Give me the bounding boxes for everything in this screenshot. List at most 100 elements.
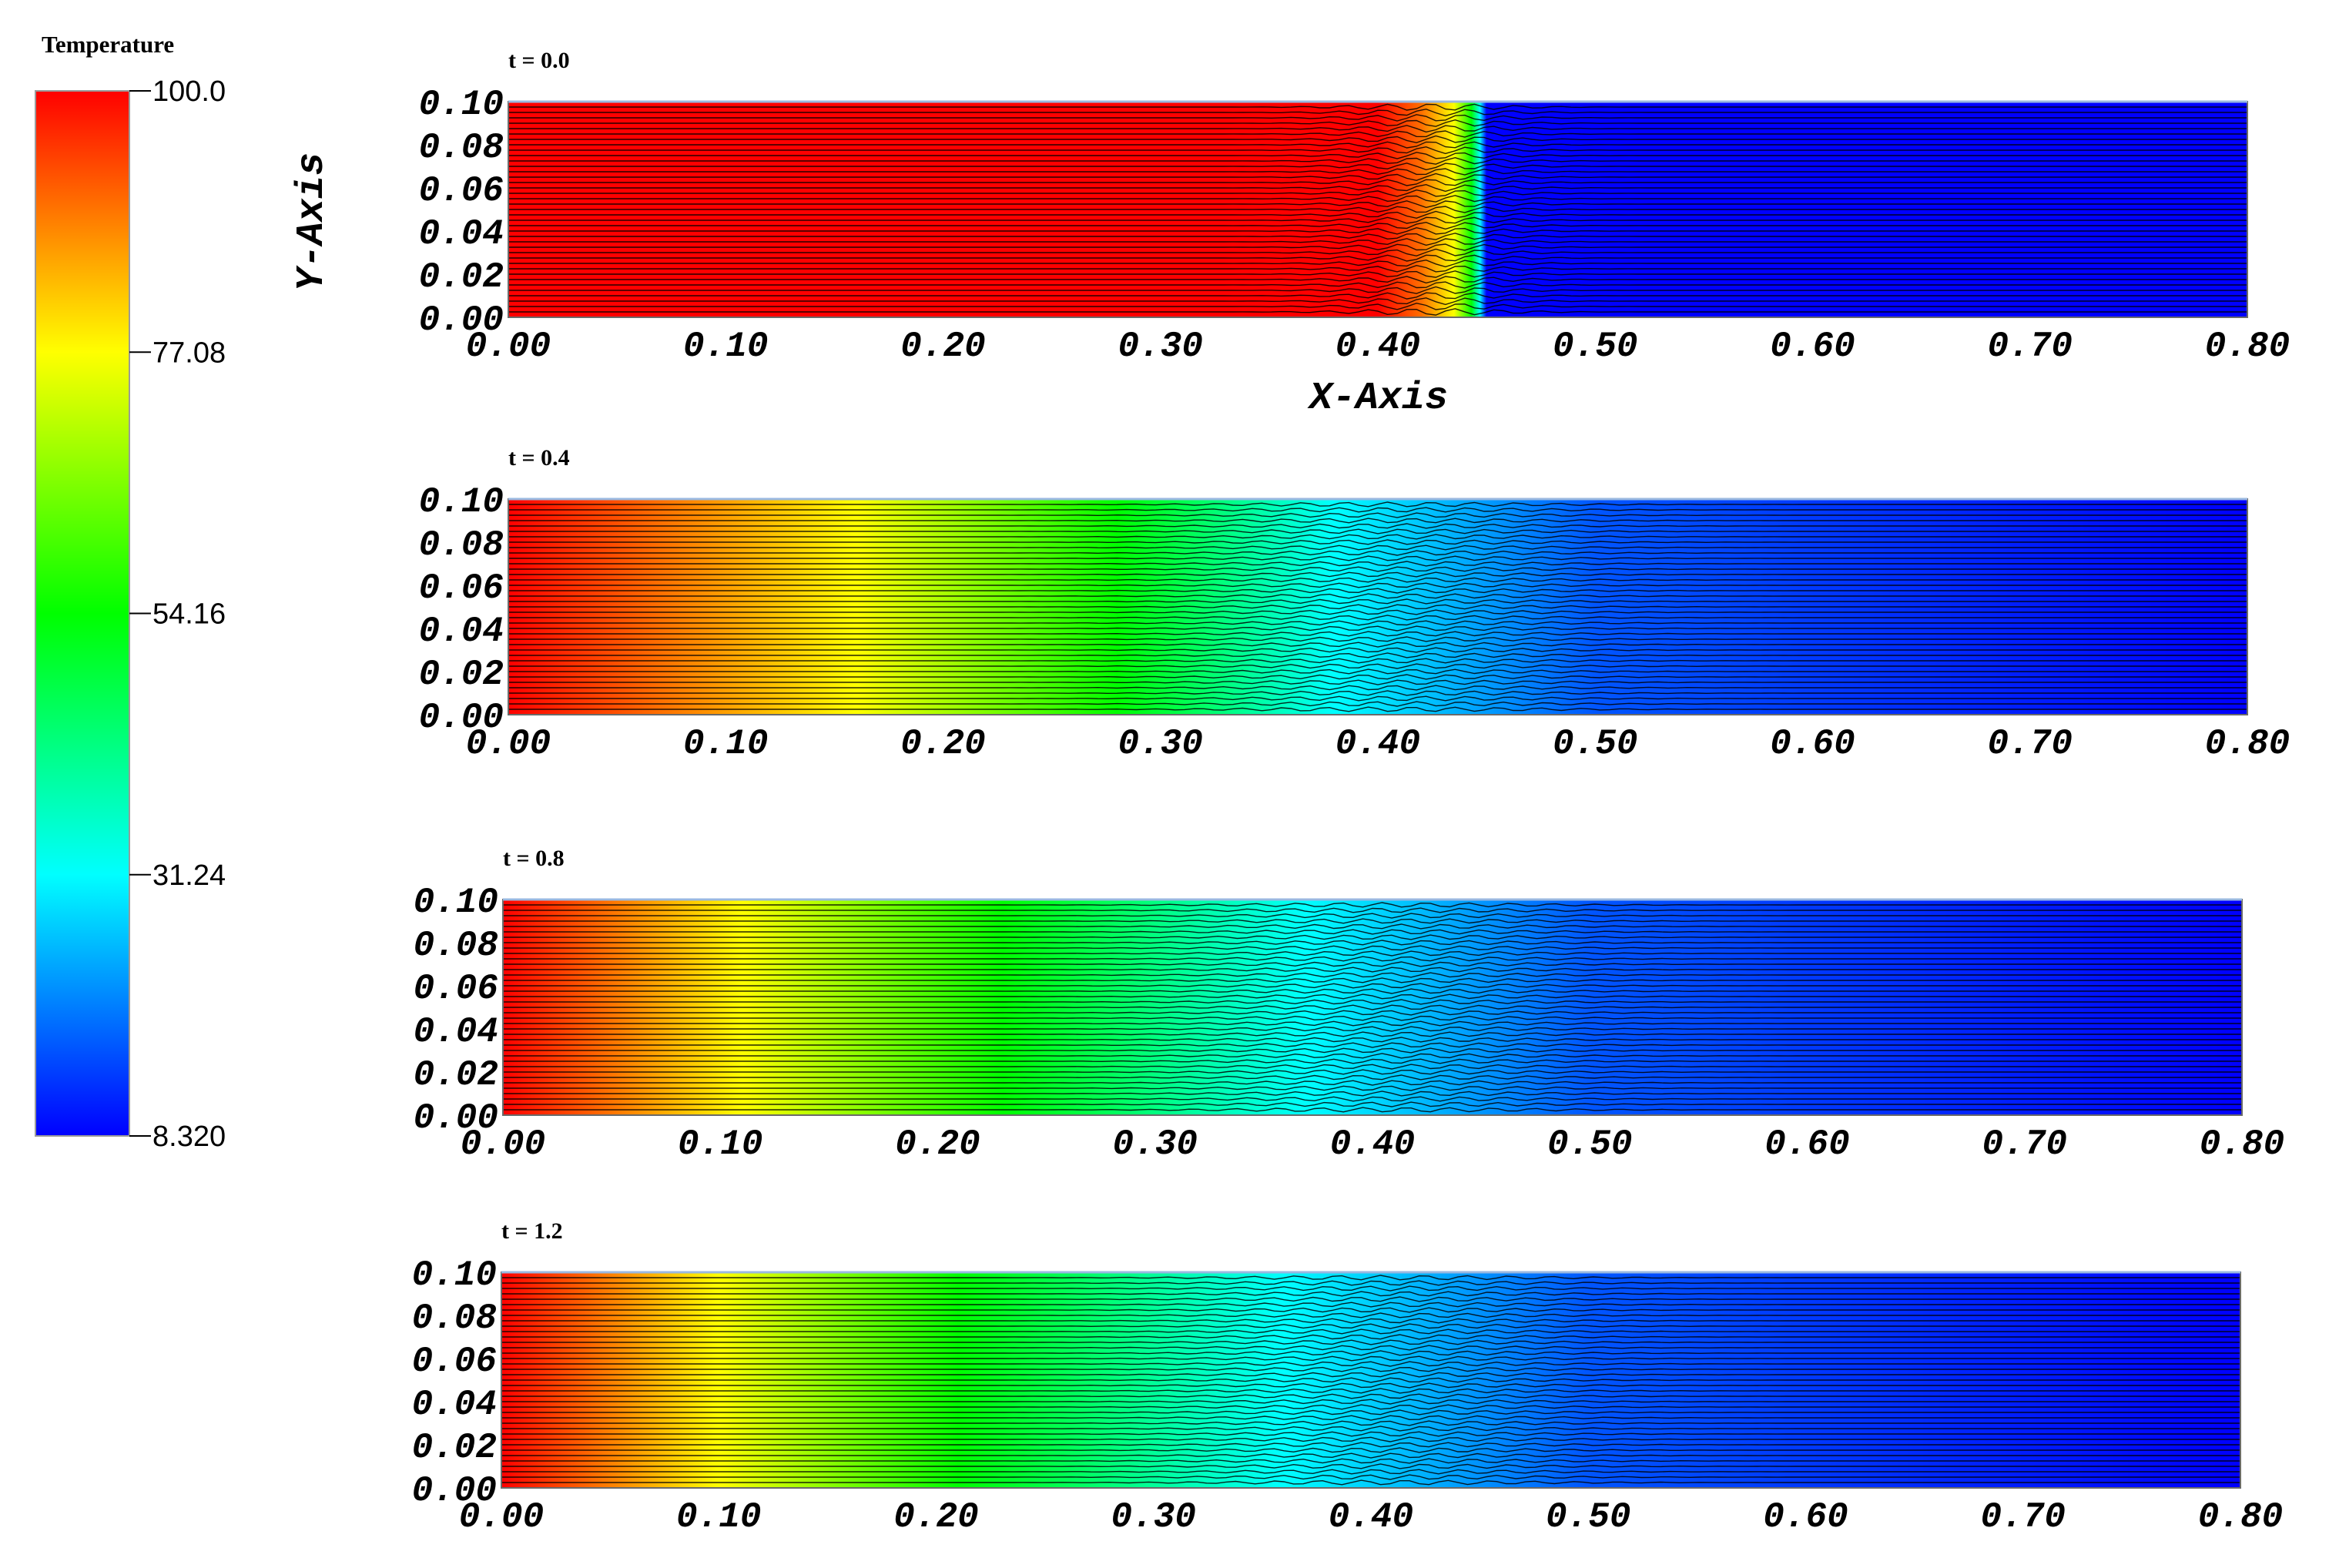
contour-line (501, 1469, 2240, 1475)
contour-line (501, 1350, 2240, 1356)
contour-line (508, 555, 2247, 561)
panel-2: t = 0.80.000.020.040.060.080.100.00 0.10 0… (414, 846, 2285, 1164)
contour-line (508, 658, 2247, 664)
contour-line (503, 1058, 2242, 1064)
x-tick-label: 0.80 (2200, 1124, 2284, 1164)
contour-line (503, 934, 2242, 940)
contour-line (508, 577, 2247, 583)
x-tick-label: 0.70 (1981, 1497, 2066, 1537)
contour-line (501, 1431, 2240, 1437)
contour-line (501, 1291, 2240, 1297)
x-tick-label: 0.20 (895, 1124, 980, 1164)
contour-line (501, 1377, 2240, 1383)
contour-line (501, 1334, 2240, 1340)
contour-line (508, 195, 2247, 203)
x-tick-label: 0.80 (2198, 1497, 2283, 1537)
contour-line (503, 956, 2242, 962)
contour-line (508, 593, 2247, 599)
y-tick-label: 0.08 (414, 926, 498, 966)
contour-line (503, 1004, 2242, 1010)
contour-line (508, 119, 2247, 127)
contour-line (503, 1085, 2242, 1091)
x-tick-label: 0.70 (1988, 724, 2073, 764)
contour-line (508, 674, 2247, 680)
panel-title: t = 0.0 (508, 48, 570, 73)
contour-line (508, 276, 2247, 284)
contour-line (508, 200, 2247, 209)
contour-line (508, 625, 2247, 632)
y-tick-label: 0.02 (414, 1055, 498, 1095)
colorbar-title: Temperature (42, 31, 174, 58)
contour-line (508, 206, 2247, 213)
contour-line (501, 1474, 2240, 1480)
contour-line (501, 1361, 2240, 1367)
x-tick-label: 0.00 (461, 1124, 545, 1164)
contour-line (508, 248, 2247, 257)
contour-line (501, 1355, 2240, 1362)
contour-line (508, 534, 2247, 540)
colorbar-tick-label: 100.0 (152, 75, 226, 108)
panel-title: t = 0.4 (508, 445, 570, 471)
contour-line (508, 631, 2247, 637)
x-tick-label: 0.50 (1553, 724, 1637, 764)
contour-line (508, 512, 2247, 518)
contour-line (508, 238, 2247, 246)
y-tick-label: 0.04 (419, 214, 504, 254)
contour-line (508, 636, 2247, 642)
contour-line (508, 173, 2247, 182)
contour-line (508, 221, 2247, 230)
contour-line (501, 1393, 2240, 1399)
panel-3: t = 1.20.000.020.040.060.080.100.00 0.10 0… (412, 1218, 2284, 1537)
contour-line (501, 1436, 2240, 1442)
contour-line (503, 988, 2242, 994)
contour-line (503, 923, 2242, 930)
contour-line (508, 233, 2247, 240)
contour-line (501, 1426, 2240, 1432)
y-tick-label: 0.02 (419, 257, 504, 297)
contour-line (501, 1442, 2240, 1448)
x-tick-label: 0.00 (466, 327, 551, 367)
contour-line (501, 1296, 2240, 1302)
contour-line (501, 1372, 2240, 1378)
x-tick-label: 0.40 (1335, 724, 1420, 764)
contour-line (503, 902, 2242, 908)
contour-line (501, 1339, 2240, 1345)
y-tick-label: 0.06 (414, 969, 498, 1009)
contour-line (508, 156, 2247, 165)
contour-line (508, 501, 2247, 508)
contour-line (501, 1463, 2240, 1469)
contour-line (501, 1458, 2240, 1464)
contour-line (508, 561, 2247, 567)
panel-0: t = 0.00.000.020.040.060.080.100.00 0.10 0… (419, 48, 2290, 367)
y-tick-label: 0.02 (419, 655, 504, 695)
x-tick-label: 0.30 (1111, 1497, 1196, 1537)
contour-line (508, 141, 2247, 149)
contour-line (508, 108, 2247, 117)
x-tick-label: 0.00 (466, 724, 551, 764)
contour-line (508, 523, 2247, 529)
contour-line (503, 1053, 2242, 1059)
y-tick-label: 0.10 (419, 85, 504, 125)
contour-line (508, 518, 2247, 524)
x-tick-label: 0.70 (1982, 1124, 2067, 1164)
contour-line (503, 929, 2242, 935)
contour-line (508, 302, 2247, 310)
contour-line (501, 1382, 2240, 1389)
contour-line (503, 1101, 2242, 1107)
contour-line (508, 652, 2247, 658)
contour-line (503, 1096, 2242, 1102)
contour-line (503, 1037, 2242, 1043)
contour-line (501, 1409, 2240, 1416)
colorbar: Temperature 100.0 77.08 54.16 31.24 8.320 (35, 31, 226, 1153)
contour-line (503, 961, 2242, 967)
x-tick-label: 0.10 (676, 1497, 761, 1537)
x-tick-label: 0.70 (1988, 327, 2073, 367)
y-tick-label: 0.04 (419, 611, 504, 652)
contour-line (503, 945, 2242, 951)
contour-line (503, 1107, 2242, 1113)
x-tick-label: 0.20 (900, 724, 985, 764)
y-tick-label: 0.04 (414, 1012, 498, 1052)
x-tick-label: 0.40 (1329, 1497, 1413, 1537)
contour-line (508, 125, 2247, 133)
contour-line (508, 663, 2247, 669)
